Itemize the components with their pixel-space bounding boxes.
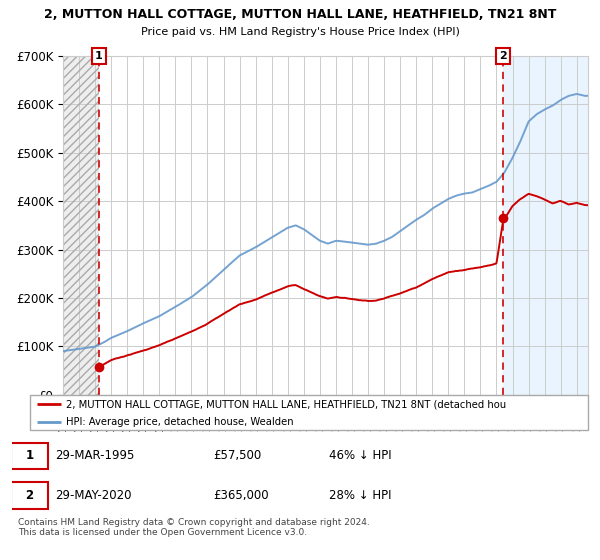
Bar — [503, 56, 588, 395]
FancyBboxPatch shape — [30, 395, 588, 430]
Text: Contains HM Land Registry data © Crown copyright and database right 2024.
This d: Contains HM Land Registry data © Crown c… — [18, 518, 370, 538]
Text: 46% ↓ HPI: 46% ↓ HPI — [329, 450, 391, 463]
Text: 1: 1 — [95, 51, 103, 61]
Bar — [63, 56, 99, 395]
Text: 2: 2 — [26, 489, 34, 502]
Text: 28% ↓ HPI: 28% ↓ HPI — [329, 489, 391, 502]
FancyBboxPatch shape — [11, 482, 48, 508]
Text: £365,000: £365,000 — [214, 489, 269, 502]
Text: 2, MUTTON HALL COTTAGE, MUTTON HALL LANE, HEATHFIELD, TN21 8NT: 2, MUTTON HALL COTTAGE, MUTTON HALL LANE… — [44, 8, 556, 21]
Text: Price paid vs. HM Land Registry's House Price Index (HPI): Price paid vs. HM Land Registry's House … — [140, 27, 460, 37]
Bar — [63, 56, 99, 395]
FancyBboxPatch shape — [11, 443, 48, 469]
Text: 2: 2 — [499, 51, 507, 61]
Text: £57,500: £57,500 — [214, 450, 262, 463]
Text: 29-MAY-2020: 29-MAY-2020 — [55, 489, 132, 502]
Text: 29-MAR-1995: 29-MAR-1995 — [55, 450, 134, 463]
Text: 1: 1 — [26, 450, 34, 463]
Text: 2, MUTTON HALL COTTAGE, MUTTON HALL LANE, HEATHFIELD, TN21 8NT (detached hou: 2, MUTTON HALL COTTAGE, MUTTON HALL LANE… — [66, 399, 506, 409]
Text: HPI: Average price, detached house, Wealden: HPI: Average price, detached house, Weal… — [66, 417, 294, 427]
